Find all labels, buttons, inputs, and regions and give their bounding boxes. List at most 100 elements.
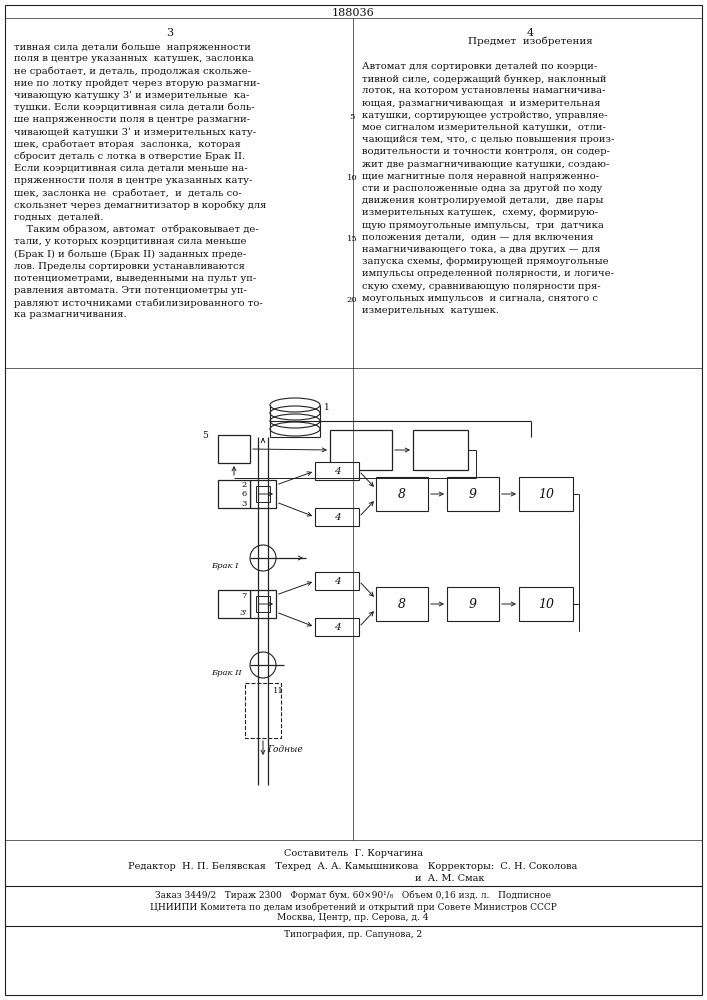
- Text: 4: 4: [527, 28, 534, 38]
- Text: Если коэрцитивная сила детали меньше на-: Если коэрцитивная сила детали меньше на-: [14, 164, 247, 173]
- Text: шек, сработает вторая  заслонка,  которая: шек, сработает вторая заслонка, которая: [14, 140, 241, 149]
- Text: (Брак I) и больше (Брак II) заданных преде-: (Брак I) и больше (Брак II) заданных пре…: [14, 249, 246, 259]
- Bar: [376, 587, 428, 621]
- Text: ющая, размагничивающая  и измерительная: ющая, размагничивающая и измерительная: [362, 99, 600, 108]
- Text: пряженности поля в центре указанных кату-: пряженности поля в центре указанных кату…: [14, 176, 252, 185]
- Bar: [447, 587, 499, 621]
- Bar: [218, 480, 250, 508]
- Text: Годные: Годные: [267, 746, 303, 754]
- Text: ка размагничивания.: ка размагничивания.: [14, 310, 127, 319]
- Text: щие магнитные поля неравной напряженно-: щие магнитные поля неравной напряженно-: [362, 172, 599, 181]
- Text: Типография, пр. Сапунова, 2: Типография, пр. Сапунова, 2: [284, 930, 422, 939]
- Bar: [315, 462, 359, 480]
- Text: Брак II: Брак II: [211, 669, 242, 677]
- Text: поля в центре указанных  катушек, заслонка: поля в центре указанных катушек, заслонк…: [14, 54, 254, 63]
- Text: 3': 3': [239, 609, 247, 617]
- Text: движения контролируемой детали,  две пары: движения контролируемой детали, две пары: [362, 196, 603, 205]
- Text: 7: 7: [242, 592, 247, 600]
- Text: 11: 11: [273, 687, 284, 695]
- Text: 3: 3: [242, 500, 247, 508]
- Text: Предмет  изобретения: Предмет изобретения: [467, 36, 592, 45]
- Text: Брак I: Брак I: [211, 562, 238, 570]
- Text: моугольных импульсов  и сигнала, снятого с: моугольных импульсов и сигнала, снятого …: [362, 294, 598, 303]
- Text: 6: 6: [242, 490, 247, 498]
- Text: Заказ 3449/2   Тираж 2300   Формат бум. 60×90¹/₈   Объем 0,16 изд. л.   Подписно: Заказ 3449/2 Тираж 2300 Формат бум. 60×9…: [155, 890, 551, 900]
- Bar: [519, 477, 573, 511]
- Text: 9: 9: [469, 597, 477, 610]
- Text: тивная сила детали больше  напряженности: тивная сила детали больше напряженности: [14, 42, 251, 51]
- Text: 5: 5: [349, 113, 355, 121]
- Text: Составитель  Г. Корчагина: Составитель Г. Корчагина: [284, 849, 423, 858]
- Text: 10: 10: [538, 597, 554, 610]
- Text: импульсы определенной полярности, и логиче-: импульсы определенной полярности, и логи…: [362, 269, 614, 278]
- Bar: [218, 435, 250, 463]
- Text: лов. Пределы сортировки устанавливаются: лов. Пределы сортировки устанавливаются: [14, 262, 245, 271]
- Text: 1: 1: [324, 403, 329, 412]
- Text: не сработает, и деталь, продолжая скольже-: не сработает, и деталь, продолжая скольж…: [14, 66, 251, 76]
- Text: скую схему, сравнивающую полярности пря-: скую схему, сравнивающую полярности пря-: [362, 282, 601, 291]
- Text: чивающую катушку 3ʹ и измерительные  ка-: чивающую катушку 3ʹ и измерительные ка-: [14, 91, 250, 100]
- Bar: [250, 590, 276, 618]
- Text: 4: 4: [334, 576, 340, 585]
- Text: 10: 10: [538, 488, 554, 500]
- Bar: [413, 430, 468, 470]
- Text: запуска схемы, формирующей прямоугольные: запуска схемы, формирующей прямоугольные: [362, 257, 609, 266]
- Text: Автомат для сортировки деталей по коэрци-: Автомат для сортировки деталей по коэрци…: [362, 62, 597, 71]
- Text: водительности и точности контроля, он содер-: водительности и точности контроля, он со…: [362, 147, 610, 156]
- Text: мое сигналом измерительной катушки,  отли-: мое сигналом измерительной катушки, отли…: [362, 123, 606, 132]
- Text: 4: 4: [334, 466, 340, 476]
- Text: чающийся тем, что, с целью повышения произ-: чающийся тем, что, с целью повышения про…: [362, 135, 614, 144]
- Bar: [315, 572, 359, 590]
- Text: ЦНИИПИ Комитета по делам изобретений и открытий при Совете Министров СССР: ЦНИИПИ Комитета по делам изобретений и о…: [150, 902, 556, 912]
- Text: шек, заслонка не  сработает,  и  деталь со-: шек, заслонка не сработает, и деталь со-: [14, 188, 242, 198]
- Text: 20: 20: [346, 296, 357, 304]
- Text: 2: 2: [242, 481, 247, 489]
- Text: жит две размагничивающие катушки, создаю-: жит две размагничивающие катушки, создаю…: [362, 160, 609, 169]
- Bar: [519, 587, 573, 621]
- Text: сти и расположенные одна за другой по ходу: сти и расположенные одна за другой по хо…: [362, 184, 602, 193]
- Text: равления автомата. Эти потенциометры уп-: равления автомата. Эти потенциометры уп-: [14, 286, 247, 295]
- Text: Редактор  Н. П. Белявская   Техред  А. А. Камышникова   Корректоры:  С. Н. Сокол: Редактор Н. П. Белявская Техред А. А. Ка…: [129, 862, 578, 871]
- Text: чивающей катушки 3ʹ и измерительных кату-: чивающей катушки 3ʹ и измерительных кату…: [14, 127, 256, 137]
- Bar: [250, 480, 276, 508]
- Text: 10: 10: [346, 174, 357, 182]
- Text: измерительных  катушек.: измерительных катушек.: [362, 306, 499, 315]
- Text: ше напряженности поля в центре размагни-: ше напряженности поля в центре размагни-: [14, 115, 250, 124]
- Bar: [447, 477, 499, 511]
- Text: 8: 8: [398, 597, 406, 610]
- Bar: [245, 683, 281, 738]
- Bar: [376, 477, 428, 511]
- Text: щую прямоугольные импульсы,  три  датчика: щую прямоугольные импульсы, три датчика: [362, 221, 604, 230]
- Text: Москва, Центр, пр. Серова, д. 4: Москва, Центр, пр. Серова, д. 4: [277, 913, 428, 922]
- Text: положения детали,  один — для включения: положения детали, один — для включения: [362, 233, 593, 242]
- Bar: [256, 596, 270, 612]
- Bar: [315, 618, 359, 636]
- Text: годных  деталей.: годных деталей.: [14, 213, 103, 222]
- Bar: [218, 590, 250, 618]
- Text: сбросит деталь с лотка в отверстие Брак II.: сбросит деталь с лотка в отверстие Брак …: [14, 152, 245, 161]
- Text: равляют источниками стабилизированного то-: равляют источниками стабилизированного т…: [14, 298, 263, 308]
- Text: и  А. М. Смак: и А. М. Смак: [415, 874, 485, 883]
- Text: намагничивающего тока, а два других — для: намагничивающего тока, а два других — дл…: [362, 245, 600, 254]
- Text: 5: 5: [202, 431, 208, 440]
- Text: скользнет через демагнитизатор в коробку для: скользнет через демагнитизатор в коробку…: [14, 201, 267, 210]
- Text: измерительных катушек,  схему, формирую-: измерительных катушек, схему, формирую-: [362, 208, 598, 217]
- Text: 4: 4: [334, 622, 340, 632]
- Bar: [315, 508, 359, 526]
- Text: тушки. Если коэрцитивная сила детали боль-: тушки. Если коэрцитивная сила детали бол…: [14, 103, 255, 112]
- Text: Таким образом, автомат  отбраковывает де-: Таким образом, автомат отбраковывает де-: [14, 225, 259, 234]
- Text: 8: 8: [398, 488, 406, 500]
- Text: 4: 4: [334, 512, 340, 522]
- Text: потенциометрами, выведенными на пульт уп-: потенциометрами, выведенными на пульт уп…: [14, 274, 256, 283]
- Bar: [330, 430, 392, 470]
- Text: ние по лотку пройдет через вторую размагни-: ние по лотку пройдет через вторую размаг…: [14, 79, 260, 88]
- Text: тивной силе, содержащий бункер, наклонный: тивной силе, содержащий бункер, наклонны…: [362, 74, 607, 84]
- Text: 3: 3: [166, 28, 173, 38]
- Text: 188036: 188036: [332, 8, 375, 18]
- Text: 15: 15: [346, 235, 357, 243]
- Text: 9: 9: [469, 488, 477, 500]
- Text: лоток, на котором установлены намагничива-: лоток, на котором установлены намагничив…: [362, 86, 605, 95]
- Text: тали, у которых коэрцитивная сила меньше: тали, у которых коэрцитивная сила меньше: [14, 237, 247, 246]
- Text: катушки, сортирующее устройство, управляе-: катушки, сортирующее устройство, управля…: [362, 111, 607, 120]
- Bar: [256, 486, 270, 502]
